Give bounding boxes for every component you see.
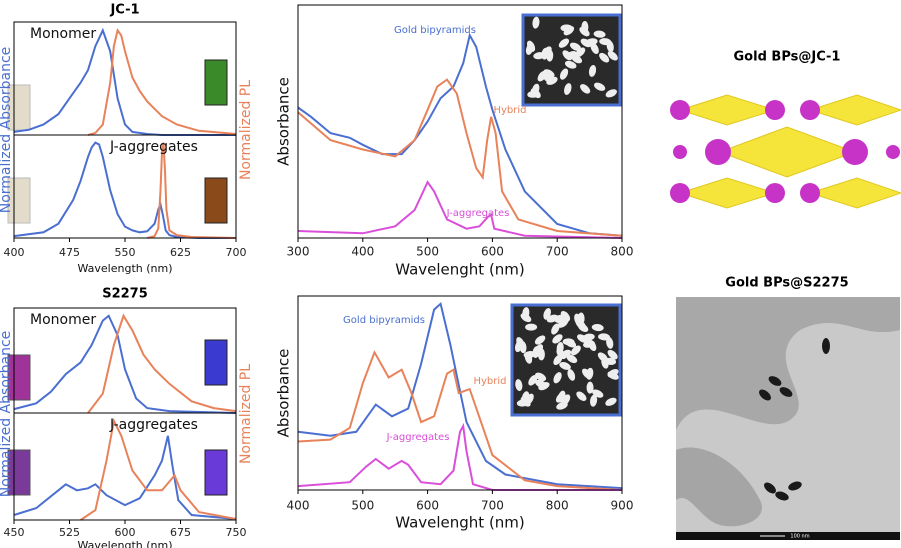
spectrum-line [14, 30, 236, 135]
cuvette [205, 60, 227, 105]
y2-axis-label: Normalized PL [238, 364, 254, 464]
x-tick-label: 800 [611, 245, 634, 259]
y-axis-label: Absorbance [275, 349, 293, 438]
x-tick-label: 300 [287, 245, 310, 259]
x-tick-label: 550 [115, 246, 136, 259]
bipyramid [680, 178, 775, 208]
series-label: Hybrid [473, 376, 506, 387]
bipyramid [810, 95, 901, 125]
sphere [670, 100, 690, 120]
scale-bar-label: 100 nm [790, 534, 809, 540]
panel-annotation: Monomer [30, 312, 96, 328]
y-axis-label: Normalized Absorbance [0, 47, 14, 214]
y-axis-label: Normalized Absorbance [0, 331, 14, 498]
cuvette [205, 340, 227, 385]
sphere [705, 139, 731, 165]
y2-axis-label: Normalized PL [238, 80, 254, 180]
spectrum-line [14, 316, 236, 413]
sphere [886, 145, 900, 159]
x-tick-label: 400 [4, 246, 25, 259]
panel-title: JC-1 [109, 3, 139, 18]
x-tick-label: 600 [416, 499, 439, 513]
panel-title: S2275 [102, 287, 148, 302]
sphere [765, 100, 785, 120]
micrograph: Gold BPs@S2275 100 nm [676, 276, 900, 541]
x-tick-label: 750 [226, 526, 247, 539]
panel-annotation: J-aggregates [109, 417, 198, 433]
x-tick-label: 700 [546, 245, 569, 259]
series-label: Gold bipyramids [343, 315, 425, 326]
figure: Gold BPs@JC-1 Gold BPs@S2275 [0, 0, 901, 548]
bipyramid [720, 127, 855, 177]
x-tick-label: 625 [170, 246, 191, 259]
x-tick-label: 400 [351, 245, 374, 259]
x-tick-label: 800 [546, 499, 569, 513]
sphere [765, 183, 785, 203]
sphere [800, 183, 820, 203]
scheme-title: Gold BPs@JC-1 [734, 50, 841, 65]
x-tick-label: 525 [59, 526, 80, 539]
x-tick-label: 475 [59, 246, 80, 259]
spectrum-line [14, 143, 236, 238]
series-label: J-aggregates [386, 432, 450, 443]
tem-particle [525, 324, 537, 331]
x-tick-label: 450 [4, 526, 25, 539]
bipyramid [810, 178, 901, 208]
x-tick-label: 400 [287, 499, 310, 513]
panel-annotation: Monomer [30, 26, 96, 42]
sphere [673, 145, 687, 159]
x-tick-label: 600 [481, 245, 504, 259]
panel-annotation: J-aggregates [109, 139, 198, 155]
x-tick-label: 700 [226, 246, 247, 259]
x-axis-label: Wavelenght (nm) [395, 514, 525, 532]
sphere [800, 100, 820, 120]
series-label: J-aggregates [446, 208, 510, 219]
sphere [842, 139, 868, 165]
series-label: Gold bipyramids [394, 25, 476, 36]
x-tick-label: 675 [170, 526, 191, 539]
micrograph-title: Gold BPs@S2275 [725, 276, 848, 291]
particle [822, 338, 830, 354]
cuvette [205, 450, 227, 495]
x-axis-label: Wavelength (nm) [77, 262, 172, 275]
cuvette [205, 178, 227, 223]
scale-bar-strip [676, 532, 900, 540]
x-tick-label: 900 [611, 499, 634, 513]
x-axis-label: Wavelength (nm) [77, 539, 172, 548]
x-tick-label: 600 [115, 526, 136, 539]
spectrum-line [298, 426, 622, 490]
x-axis-label: Wavelenght (nm) [395, 261, 525, 279]
x-tick-label: 500 [416, 245, 439, 259]
series-label: Hybrid [493, 105, 526, 116]
x-tick-label: 700 [481, 499, 504, 513]
bipyramid [680, 95, 775, 125]
sphere [670, 183, 690, 203]
y-axis-label: Absorbance [275, 77, 293, 166]
scheme: Gold BPs@JC-1 [670, 50, 901, 209]
x-tick-label: 500 [351, 499, 374, 513]
